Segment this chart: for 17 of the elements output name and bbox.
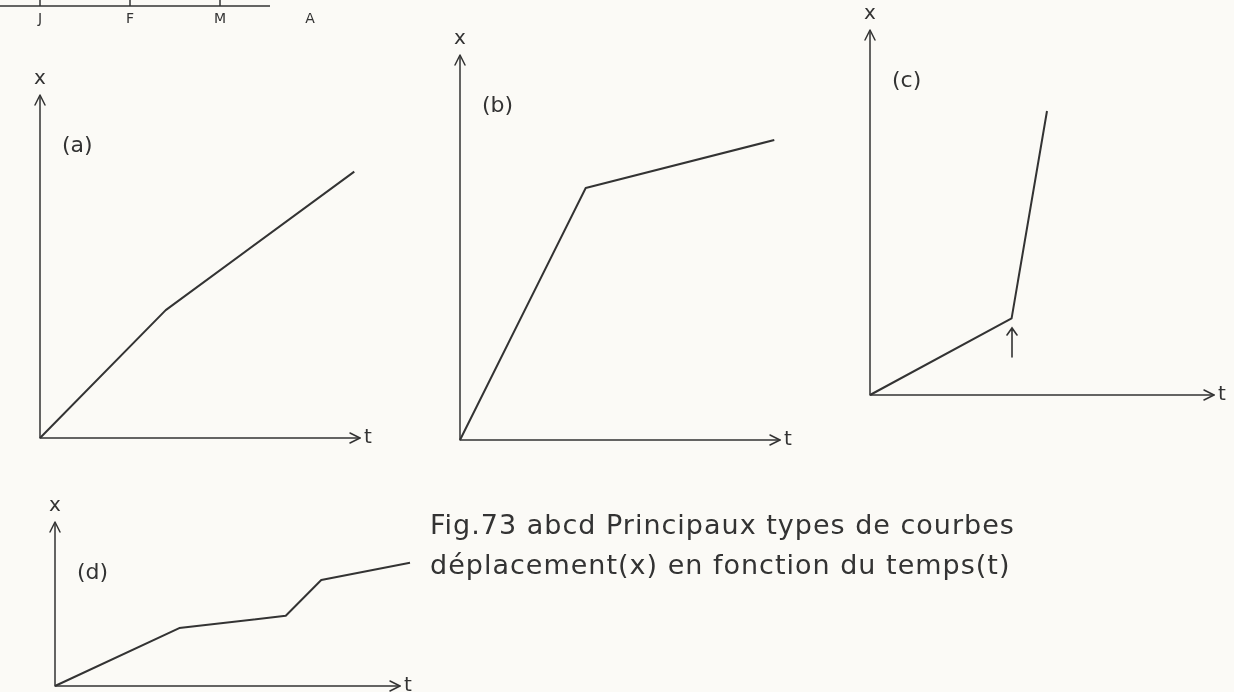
y-axis-title: x — [454, 25, 467, 50]
category-label: A — [305, 9, 316, 26]
category-label: M — [213, 9, 227, 26]
y-axis-title: x — [49, 492, 62, 517]
category-label: J — [36, 9, 43, 26]
x-axis-title: t — [404, 672, 412, 692]
chart-title: (a) — [62, 131, 93, 157]
chart-title: (d) — [77, 558, 109, 584]
category-label: F — [125, 9, 135, 26]
y-axis-title: x — [864, 0, 877, 25]
chart-title: (c) — [892, 66, 922, 92]
chart-title: (b) — [482, 91, 514, 117]
x-axis-title: t — [1218, 381, 1226, 406]
x-axis-title: t — [364, 424, 372, 449]
caption: Fig.73 abcd Principaux types de courbes déplacement(x) en fonction du temps(t) — [430, 508, 1016, 582]
x-axis-title: t — [784, 426, 792, 451]
y-axis-title: x — [34, 65, 47, 90]
